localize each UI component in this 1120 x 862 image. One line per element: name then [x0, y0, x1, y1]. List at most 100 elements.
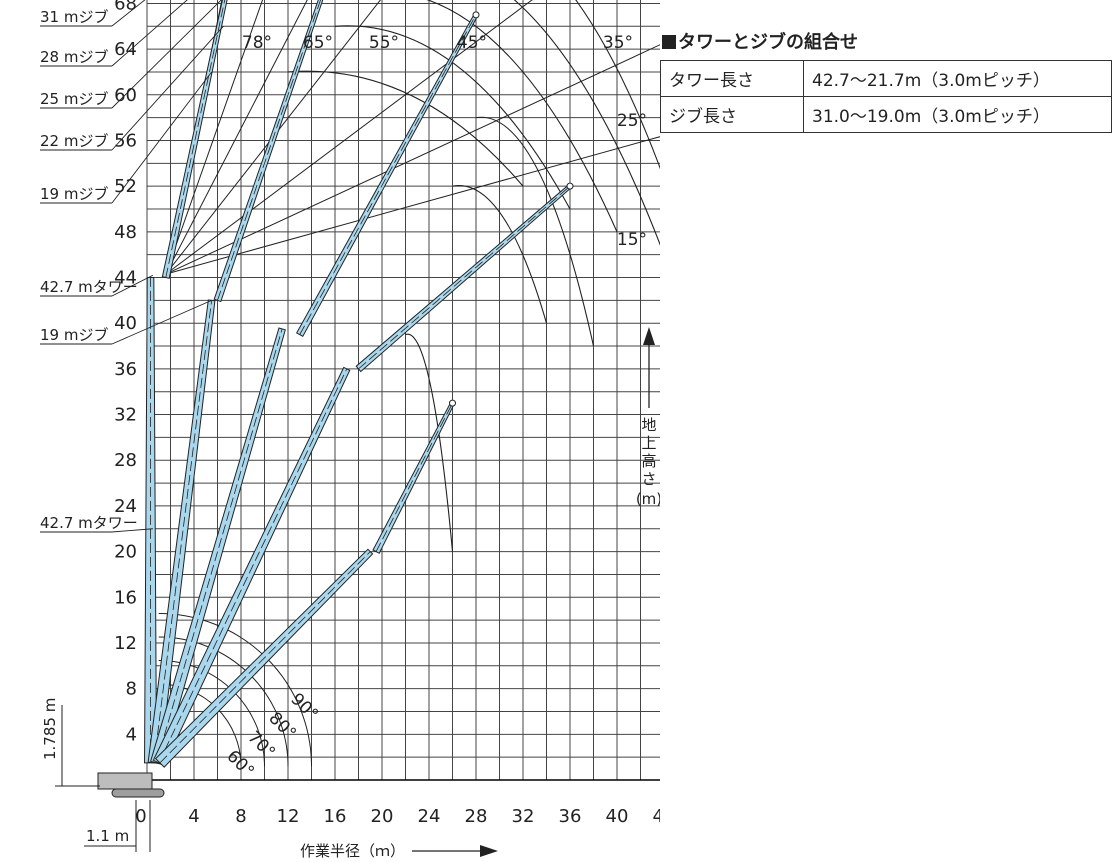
y-tick-label: 68 [114, 0, 137, 14]
booms [144, 0, 574, 768]
y-tick-label: 32 [114, 405, 137, 426]
tower-boom-centerline [156, 328, 283, 763]
tower-boom-centerline [158, 368, 348, 764]
boom-labels: 31 mジブ 28 mジブ 25 mジブ 22 mジブ 19 mジブ 42.7 mタワー 1… [40, 0, 224, 533]
jib-boom-centerline [217, 0, 321, 301]
boom-label: 31 mジブ [40, 8, 108, 26]
y-tick-label: 24 [114, 496, 137, 517]
tower-boom-centerline [159, 551, 371, 764]
jib-boom-centerline [358, 185, 571, 370]
crane-working-range-diagram: 7672686460565248444036322824201612840481… [40, 0, 660, 860]
axis-ticks: 7672686460565248444036322824201612840481… [114, 0, 660, 860]
jib-tip-marker [566, 182, 574, 190]
y-tick-label: 64 [114, 39, 137, 60]
boom-label: 28 mジブ [40, 48, 108, 66]
range-arc [287, 70, 524, 187]
table-row: ジブ長さ 31.0〜19.0m（3.0mピッチ） [660, 96, 1112, 133]
y-tick-label: 28 [114, 450, 137, 471]
jib-angle-label: 65° [303, 33, 333, 53]
jib-angle-label: 78° [242, 33, 272, 53]
boom-label: 25 mジブ [40, 90, 108, 108]
tower-length-header: タワー長さ [660, 60, 804, 97]
y-tick-label: 16 [114, 587, 137, 608]
boom-label-leader [111, 71, 212, 204]
crane-base [97, 772, 165, 798]
boom-label: 42.7 mタワー [40, 514, 138, 532]
jib-angle-label: 15° [617, 230, 647, 250]
combination-table: タワー長さ 42.7〜21.7m（3.0mピッチ） ジブ長さ 31.0〜19.0… [660, 60, 1112, 133]
x-tick-label: 44 [653, 806, 660, 827]
x-axis-arrow-icon [480, 845, 498, 857]
y-tick-label: 8 [126, 679, 137, 700]
boom-label-leader [111, 299, 212, 345]
y-axis-title-char: さ [641, 470, 656, 488]
boom-label-leader [111, 0, 188, 67]
angle-ray [165, 0, 264, 275]
range-arc [513, 0, 660, 246]
y-tick-label: 4 [126, 724, 137, 745]
boom-label: 42.7 mタワー [40, 278, 138, 296]
x-tick-label: 20 [371, 806, 394, 827]
y-axis-unit: (m) [636, 490, 660, 508]
boom-label-leader [111, 0, 146, 27]
boom-label-leader [111, 528, 153, 533]
x-tick-label: 12 [277, 806, 300, 827]
range-arc [452, 184, 548, 324]
y-axis-title-char: 地 [641, 416, 656, 434]
y-axis-title-char: 高 [641, 452, 656, 470]
tower-boom [150, 327, 286, 766]
jib-boom [372, 401, 455, 554]
y-axis-title-char: 上 [641, 434, 656, 452]
y-tick-label: 44 [114, 268, 137, 289]
x-tick-label: 40 [606, 806, 629, 827]
y-tick-label: 56 [114, 130, 137, 151]
tower-boom [152, 366, 351, 767]
square-bullet-icon [662, 35, 676, 49]
jib-boom-centerline [165, 0, 226, 278]
jib-length-header: ジブ長さ [660, 96, 804, 133]
dim-offset-label: 1.1 m [86, 827, 129, 845]
x-tick-label: 0 [135, 806, 146, 827]
jib-boom-centerline [299, 14, 477, 335]
range-arc [475, 116, 595, 347]
tower-boom-centerline [153, 300, 213, 763]
angle-ray [165, 0, 533, 275]
x-tick-label: 28 [465, 806, 488, 827]
boom-label-leader [111, 0, 222, 109]
boom-label-leader [111, 274, 154, 297]
y-tick-label: 20 [114, 542, 137, 563]
angle-ray [165, 0, 381, 275]
y-tick-label: 52 [114, 176, 137, 197]
combination-title: タワーとジブの組合せ [662, 28, 1112, 54]
crane-crawler [111, 788, 165, 798]
x-tick-label: 32 [512, 806, 535, 827]
jib-length-value: 31.0〜19.0m（3.0mピッチ） [803, 96, 1112, 133]
x-tick-label: 16 [324, 806, 347, 827]
range-arc [426, 0, 618, 233]
angle-ray [165, 44, 660, 275]
range-arc [405, 333, 454, 552]
angle-ray [165, 136, 660, 275]
y-tick-label: 36 [114, 359, 137, 380]
jib-boom [161, 0, 228, 279]
jib-tip-marker [449, 399, 456, 407]
range-arc [575, 0, 660, 170]
tower-angle-label: 90° [286, 689, 321, 724]
jib-angle-label: 25° [617, 111, 647, 131]
y-axis-arrow-icon [643, 327, 655, 345]
tower-boom [147, 299, 216, 765]
boom-label: 19 mジブ [40, 185, 108, 203]
range-arc [334, 25, 571, 210]
y-tick-label: 40 [114, 313, 137, 334]
jib-angle-label: 55° [369, 33, 399, 53]
boom-label-leader [111, 25, 224, 151]
crane-body [97, 772, 153, 790]
boom-label: 19 mジブ [40, 326, 108, 344]
range-arcs [158, 0, 660, 767]
jib-angle-label: 45° [457, 33, 487, 53]
x-tick-label: 8 [235, 806, 246, 827]
x-tick-label: 24 [418, 806, 441, 827]
dim-height-label: 1.785 m [41, 698, 59, 760]
combination-table-panel: タワーとジブの組合せ タワー長さ 42.7〜21.7m（3.0mピッチ） ジブ長… [660, 28, 1112, 133]
x-axis-title: 作業半径（ｍ） [300, 842, 405, 860]
